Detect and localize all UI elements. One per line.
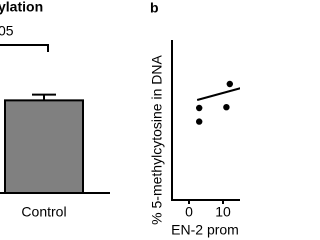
x-tick-label: 0: [185, 204, 193, 220]
point: [223, 104, 230, 111]
bar: [4, 99, 84, 194]
significance-label: 05: [0, 23, 14, 39]
panel-label: b: [150, 0, 159, 16]
x-tick-label: 10: [215, 204, 231, 220]
chart: ylation 05 b % 5-methylcytosine in DNA E…: [0, 0, 240, 238]
x-axis-label: EN-2 prom: [171, 222, 239, 238]
point: [196, 104, 203, 112]
trend-line: [196, 87, 240, 101]
y-axis-label: % 5-methylcytosine in DNA: [149, 55, 165, 225]
significance-bracket: [0, 44, 49, 52]
chart-title: ylation: [0, 0, 43, 15]
point: [196, 118, 203, 125]
x-tick-label: Control: [21, 204, 66, 220]
point: [226, 80, 233, 88]
